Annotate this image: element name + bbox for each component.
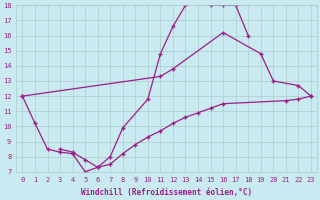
X-axis label: Windchill (Refroidissement éolien,°C): Windchill (Refroidissement éolien,°C) <box>81 188 252 197</box>
